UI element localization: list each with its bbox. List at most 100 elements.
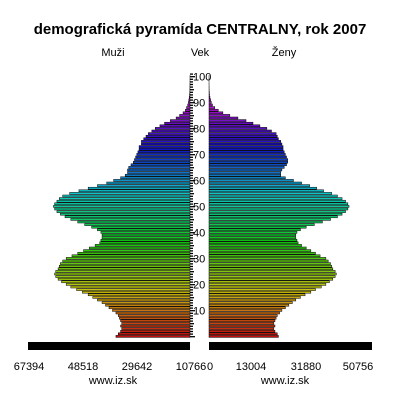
male-bar-age-86 xyxy=(182,111,191,115)
female-bar-age-34 xyxy=(208,246,307,250)
male-bar-age-46 xyxy=(64,215,191,219)
male-bar-age-58 xyxy=(97,184,191,187)
female-bar-age-14 xyxy=(208,298,297,302)
female-bar-age-85 xyxy=(208,114,231,117)
female-bar-age-33 xyxy=(208,249,312,252)
male-bar-age-21 xyxy=(61,280,191,284)
male-bar-age-92 xyxy=(189,95,191,99)
male-bar-age-39 xyxy=(101,233,191,237)
male-bar-age-78 xyxy=(148,132,191,135)
male-bar-age-45 xyxy=(70,218,191,221)
male-bar-age-48 xyxy=(56,210,191,213)
male-bar-age-41 xyxy=(97,228,191,232)
male-bar-age-4 xyxy=(120,324,191,328)
male-bar-age-30 xyxy=(65,257,191,260)
male-bar-age-49 xyxy=(54,207,191,211)
male-bar-age-15 xyxy=(92,296,191,299)
x-tick-labels: 67394 48518 29642 10766 0 13004 31880 50756 xyxy=(14,361,374,373)
female-bar-age-30 xyxy=(208,257,327,260)
female-bar-age-49 xyxy=(208,207,349,211)
female-bar-age-62 xyxy=(208,173,281,177)
age-tick-40: 40 xyxy=(193,228,205,240)
female-bar-age-11 xyxy=(208,306,286,310)
male-bar-age-36 xyxy=(99,241,191,245)
male-bar-age-54 xyxy=(62,194,191,198)
male-bar-age-19 xyxy=(70,285,191,289)
left-series-label: Muži xyxy=(101,47,124,59)
male-bar-age-83 xyxy=(170,119,191,122)
female-bar-age-38 xyxy=(208,236,297,239)
female-bar-age-3 xyxy=(208,327,275,330)
male-bar-age-62 xyxy=(124,173,191,177)
male-bar-age-10 xyxy=(112,309,191,312)
female-bar-age-9 xyxy=(208,311,280,315)
chart-title: demografická pyramída CENTRALNY, rok 200… xyxy=(34,21,367,38)
female-bar-age-25 xyxy=(208,270,336,273)
male-bar-age-87 xyxy=(185,108,191,112)
female-bar-age-35 xyxy=(208,244,302,247)
male-bar-age-17 xyxy=(82,290,191,294)
female-bar-age-22 xyxy=(208,277,334,281)
female-bar-age-44 xyxy=(208,220,323,224)
male-bar-age-37 xyxy=(100,238,191,242)
x-tick-right-0: 0 xyxy=(207,361,213,373)
male-bar-age-29 xyxy=(62,259,191,263)
male-bar-age-44 xyxy=(77,220,191,224)
female-bar-age-58 xyxy=(208,184,310,187)
male-bar-age-50 xyxy=(53,205,191,208)
male-bar-age-5 xyxy=(121,322,191,325)
male-bar-age-81 xyxy=(159,124,191,128)
female-bar-age-31 xyxy=(208,254,321,258)
male-bar-age-70 xyxy=(136,153,191,156)
female-bar-age-87 xyxy=(208,108,219,112)
female-bar-age-42 xyxy=(208,225,307,229)
female-bar-age-8 xyxy=(208,314,278,317)
male-bar-age-75 xyxy=(141,140,191,143)
female-bar-age-93 xyxy=(208,93,210,96)
female-bar-age-69 xyxy=(208,155,287,159)
female-bar-age-66 xyxy=(208,163,287,167)
male-bar-age-42 xyxy=(91,225,191,229)
male-bar-age-24 xyxy=(54,272,191,276)
female-bar-age-72 xyxy=(208,147,284,151)
age-tick-50: 50 xyxy=(193,202,205,214)
x-tick-right-3: 50756 xyxy=(343,361,374,373)
male-bar-age-60 xyxy=(113,179,191,182)
male-bar-age-82 xyxy=(164,121,191,125)
female-bar-age-88 xyxy=(208,106,216,109)
female-bar-age-0 xyxy=(208,335,279,338)
x-tick-left-2: 29642 xyxy=(122,361,153,373)
female-bar-age-73 xyxy=(208,145,284,148)
female-bar-age-27 xyxy=(208,264,332,268)
female-bar-age-26 xyxy=(208,267,334,271)
left-footer: www.iz.sk xyxy=(88,375,138,387)
male-bar-age-69 xyxy=(135,155,191,159)
female-bar-age-71 xyxy=(208,150,285,154)
female-bar-age-77 xyxy=(208,134,278,138)
female-bar-age-89 xyxy=(208,103,213,107)
female-bar-age-20 xyxy=(208,283,327,286)
bottom-bar-right xyxy=(209,342,372,350)
male-bar-age-43 xyxy=(84,223,191,226)
x-tick-right-2: 31880 xyxy=(291,361,322,373)
male-bar-age-66 xyxy=(130,163,191,167)
male-bar-age-16 xyxy=(87,293,191,297)
male-bar-age-68 xyxy=(134,158,191,161)
female-bar-age-75 xyxy=(208,140,281,143)
female-bar-age-59 xyxy=(208,181,302,185)
male-bar-age-22 xyxy=(57,277,191,281)
female-bar-age-46 xyxy=(208,215,338,219)
female-bar-age-19 xyxy=(208,285,322,289)
female-bar-age-64 xyxy=(208,168,283,172)
female-bar-age-57 xyxy=(208,186,317,190)
male-bar-age-27 xyxy=(58,264,191,268)
male-bar-age-20 xyxy=(65,283,191,286)
female-bar-age-10 xyxy=(208,309,283,312)
female-bar-age-70 xyxy=(208,153,286,156)
male-bar-age-9 xyxy=(115,311,191,315)
male-bar-age-80 xyxy=(155,127,191,130)
age-tick-80: 80 xyxy=(193,124,205,136)
female-bar-age-83 xyxy=(208,119,247,122)
male-bar-age-74 xyxy=(141,142,191,146)
